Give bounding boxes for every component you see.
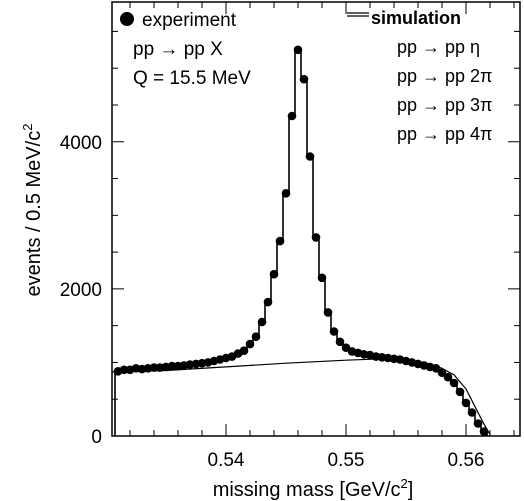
experiment-point xyxy=(293,45,303,55)
experiment-point xyxy=(257,317,267,327)
experiment-point xyxy=(281,189,291,198)
y-tick-label-0: 0 xyxy=(91,427,102,448)
legend-experiment-label: experiment xyxy=(142,10,237,31)
experiment-point xyxy=(305,152,315,161)
y-tick-label-1: 2000 xyxy=(60,280,102,301)
experiment-point xyxy=(449,378,459,388)
experiment-point xyxy=(431,364,441,373)
legend-channel-3pi: pp → pp 3π xyxy=(397,95,492,115)
experiment-point xyxy=(467,408,477,417)
x-tick-label-2: 0.56 xyxy=(448,450,485,471)
experiment-point xyxy=(245,339,255,349)
experiment-point xyxy=(119,365,129,375)
legend-channel-eta: pp → pp η xyxy=(397,37,480,57)
experiment-point xyxy=(455,387,465,397)
experiment-point xyxy=(263,297,273,307)
experiment-points-layer xyxy=(113,45,489,436)
y-tick-label-2: 4000 xyxy=(60,133,102,154)
tick-labels: 0.54 0.55 0.56 0 2000 4000 xyxy=(60,133,485,471)
experiment-point xyxy=(443,372,453,382)
experiment-point xyxy=(479,427,489,436)
experiment-point xyxy=(329,327,339,336)
experiment-point xyxy=(437,368,447,378)
legend-channel-2pi: pp → pp 2π xyxy=(397,66,492,86)
experiment-point xyxy=(239,346,249,356)
x-tick-label-1: 0.55 xyxy=(328,450,365,471)
legend-channel-4pi: pp → pp 4π xyxy=(397,124,492,144)
experiment-point xyxy=(269,269,279,279)
experiment-point xyxy=(335,337,345,347)
x-tick-label-0: 0.54 xyxy=(208,450,245,471)
experiment-point xyxy=(275,236,285,246)
experiment-point xyxy=(323,308,333,317)
experiment-point xyxy=(461,398,471,408)
experiment-point xyxy=(473,419,483,428)
axis-ticks xyxy=(112,2,520,437)
experiment-point xyxy=(299,74,309,84)
legend-q-label: Q = 15.5 MeV xyxy=(133,68,251,89)
experiment-point xyxy=(251,332,261,342)
experiment-point xyxy=(167,361,177,371)
plot-frame xyxy=(111,1,521,437)
experiment-point xyxy=(149,363,159,372)
experiment-point xyxy=(317,273,327,283)
experiment-point xyxy=(287,111,297,121)
x-axis-label: missing mass [GeV/c2] xyxy=(213,476,414,501)
experiment-point xyxy=(311,233,321,242)
legend-experiment-marker xyxy=(120,12,134,26)
legend-reaction-label: pp → pp X xyxy=(133,39,223,60)
legend-simulation-label: simulation xyxy=(371,8,461,28)
y-axis-label: events / 0.5 MeV/c2 xyxy=(20,124,45,297)
